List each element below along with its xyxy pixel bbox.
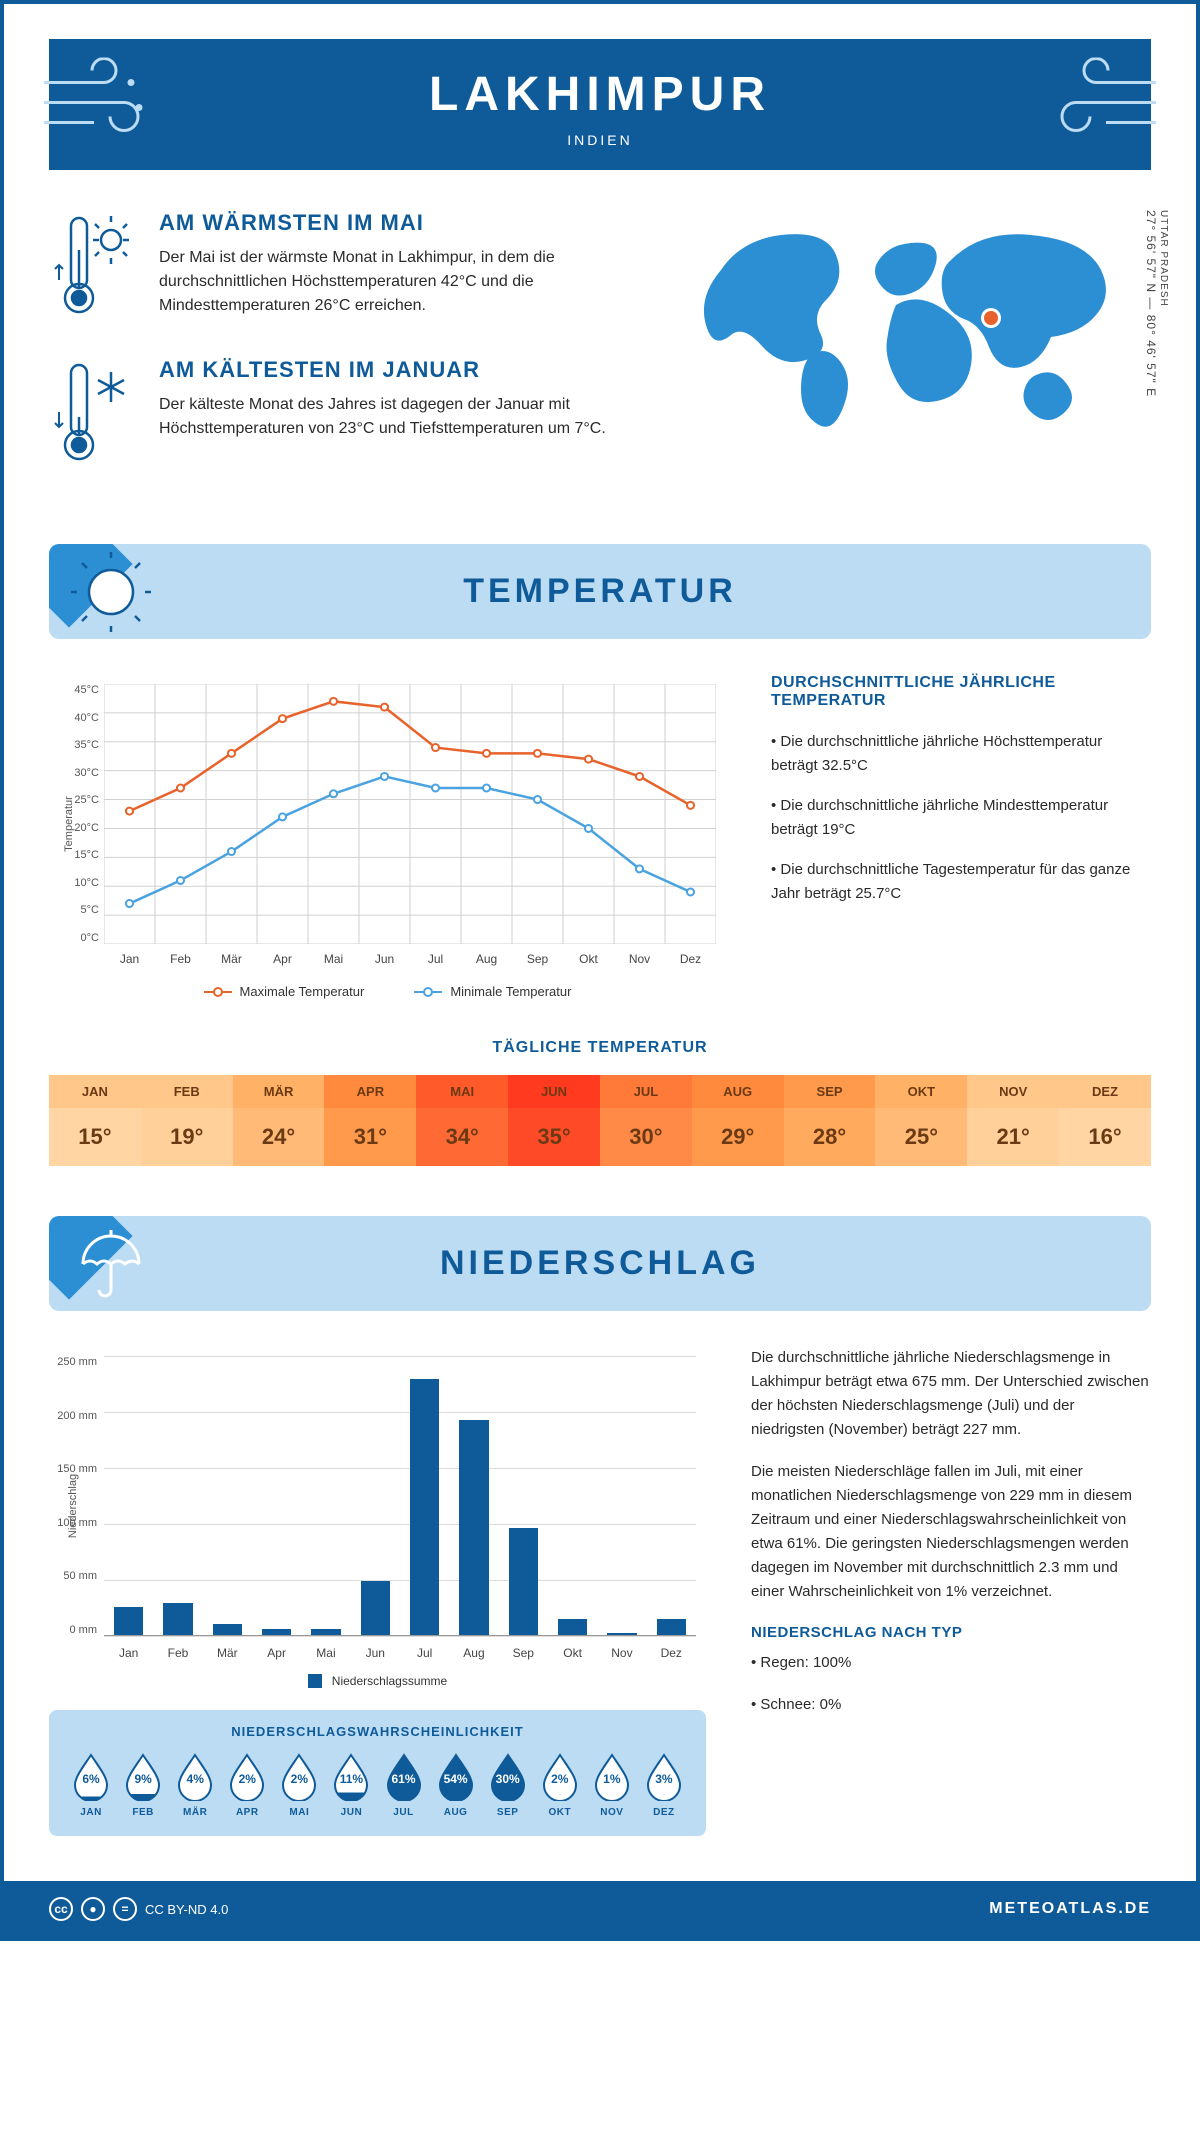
daily-temp-cell: AUG 29° [692,1075,784,1166]
precip-bar-chart: Niederschlag 0 mm50 mm100 mm150 mm200 mm… [49,1346,706,1666]
precip-bar [509,1528,539,1635]
temperature-header: TEMPERATUR [49,544,1151,639]
precip-bar [213,1624,243,1635]
precip-bar [410,1379,440,1635]
daily-temp-cell: MAI 34° [416,1075,508,1166]
precip-bar [262,1629,292,1635]
precip-bar [607,1633,637,1635]
thermometer-cold-icon [49,357,139,472]
prob-cell: 9% FEB [117,1751,169,1818]
wind-icon-left [39,57,159,152]
coordinates: UTTAR PRADESH 27° 56' 57" N — 80° 46' 57… [1144,210,1169,504]
nd-icon: = [113,1897,137,1921]
precip-bar [114,1607,144,1635]
thermometer-hot-icon [49,210,139,325]
license: cc ● = CC BY-ND 4.0 [49,1897,228,1921]
temp-bullet: • Die durchschnittliche Tagestemperatur … [771,858,1151,906]
temp-bullet: • Die durchschnittliche jährliche Mindes… [771,794,1151,842]
coldest-fact: AM KÄLTESTEN IM JANUAR Der kälteste Mona… [49,357,651,472]
temp-info-title: DURCHSCHNITTLICHE JÄHRLICHE TEMPERATUR [771,674,1151,710]
precip-p1: Die durchschnittliche jährliche Niedersc… [751,1346,1151,1442]
precip-type-title: NIEDERSCHLAG NACH TYP [751,1624,1151,1641]
coords-text: 27° 56' 57" N — 80° 46' 57" E [1144,210,1158,397]
daily-temp-cell: FEB 19° [141,1075,233,1166]
prob-cell: 3% DEZ [638,1751,690,1818]
country-subtitle: INDIEN [49,132,1151,148]
region-label: UTTAR PRADESH [1158,210,1169,488]
daily-temp-cell: OKT 25° [875,1075,967,1166]
precip-bar [657,1619,687,1635]
daily-temp-cell: JUL 30° [600,1075,692,1166]
temp-bullet: • Die durchschnittliche jährliche Höchst… [771,730,1151,778]
daily-temp-cell: MÄR 24° [233,1075,325,1166]
prob-cell: 2% OKT [534,1751,586,1818]
warmest-title: AM WÄRMSTEN IM MAI [159,210,651,236]
prob-cell: 2% MAI [273,1751,325,1818]
precip-p2: Die meisten Niederschläge fallen im Juli… [751,1460,1151,1604]
legend-min: Minimale Temperatur [450,984,571,999]
prob-cell: 2% APR [221,1751,273,1818]
daily-temp-cell: APR 31° [324,1075,416,1166]
precip-type-bullet: • Regen: 100% [751,1651,1151,1675]
precip-type-bullet: • Schnee: 0% [751,1693,1151,1717]
coldest-text: Der kälteste Monat des Jahres ist dagege… [159,393,651,441]
precip-title: NIEDERSCHLAG [440,1244,760,1283]
precip-bar [558,1619,588,1635]
precip-legend: Niederschlagssumme [49,1674,706,1688]
precip-bar [311,1629,341,1635]
daily-temp-cell: JUN 35° [508,1075,600,1166]
daily-temp-table: JAN 15° FEB 19° MÄR 24° APR 31° MAI 34° … [49,1075,1151,1166]
sun-icon [71,552,151,637]
brand: METEOATLAS.DE [989,1900,1151,1918]
precip-legend-label: Niederschlagssumme [332,1674,447,1688]
temperature-line-chart: Temperatur 0°C5°C10°C15°C20°C25°C30°C35°… [49,674,726,974]
warmest-text: Der Mai ist der wärmste Monat in Lakhimp… [159,246,651,318]
prob-cell: 30% SEP [482,1751,534,1818]
header-banner: LAKHIMPUR INDIEN [49,39,1151,170]
daily-temp-cell: SEP 28° [784,1075,876,1166]
precip-bar [361,1581,391,1635]
precip-bar [459,1420,489,1635]
city-title: LAKHIMPUR [49,67,1151,122]
temperature-title: TEMPERATUR [463,572,737,611]
prob-cell: 61% JUL [377,1751,429,1818]
precip-probability-box: NIEDERSCHLAGSWAHRSCHEINLICHKEIT 6% JAN [49,1710,706,1836]
daily-temp-cell: NOV 21° [967,1075,1059,1166]
umbrella-icon [71,1224,151,1309]
daily-temp-title: TÄGLICHE TEMPERATUR [49,1039,1151,1057]
legend-max: Maximale Temperatur [240,984,365,999]
daily-temp-cell: DEZ 16° [1059,1075,1151,1166]
precip-bar [163,1603,193,1635]
temp-legend: Maximale Temperatur Minimale Temperatur [49,984,726,999]
footer: cc ● = CC BY-ND 4.0 METEOATLAS.DE [4,1881,1196,1937]
coldest-title: AM KÄLTESTEN IM JANUAR [159,357,651,383]
prob-title: NIEDERSCHLAGSWAHRSCHEINLICHKEIT [65,1724,690,1739]
precip-header: NIEDERSCHLAG [49,1216,1151,1311]
prob-cell: 4% MÄR [169,1751,221,1818]
cc-icon: cc [49,1897,73,1921]
prob-cell: 11% JUN [325,1751,377,1818]
prob-cell: 6% JAN [65,1751,117,1818]
prob-cell: 54% AUG [430,1751,482,1818]
by-icon: ● [81,1897,105,1921]
wind-icon-right [1041,57,1161,152]
warmest-fact: AM WÄRMSTEN IM MAI Der Mai ist der wärms… [49,210,651,325]
world-map [691,210,1151,445]
prob-cell: 1% NOV [586,1751,638,1818]
license-text: CC BY-ND 4.0 [145,1902,228,1917]
daily-temp-cell: JAN 15° [49,1075,141,1166]
